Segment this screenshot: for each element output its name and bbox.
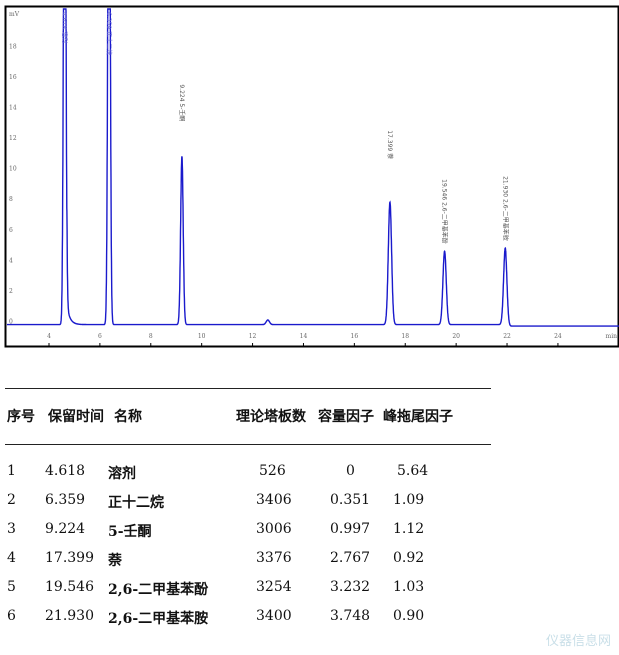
header-retention-time: 保留时间 — [48, 409, 104, 425]
row-retention-time: 19.546 — [45, 579, 94, 595]
peak-label: 6.359 正十二烷 — [105, 12, 113, 55]
peak-label: 19.546 2,6-二甲基苯酚 — [441, 179, 449, 244]
row-tailing-factor: 0.92 — [393, 550, 425, 566]
row-index: 3 — [7, 521, 16, 537]
row-plates: 3406 — [256, 492, 292, 508]
row-retention-time: 21.930 — [45, 608, 94, 624]
row-capacity-factor: 0.351 — [330, 492, 371, 508]
table-top-rule — [5, 388, 491, 389]
row-plates: 526 — [259, 463, 286, 479]
row-name: 溶剂 — [108, 466, 136, 482]
row-index: 1 — [7, 463, 16, 479]
row-plates: 3376 — [256, 550, 292, 566]
x-axis-label: min — [606, 333, 618, 340]
row-retention-time: 9.224 — [45, 521, 86, 537]
x-tick-label: 14 — [300, 333, 308, 340]
row-name: 正十二烷 — [108, 495, 164, 511]
y-tick-label: 4 — [9, 257, 13, 264]
y-axis-label: mV — [9, 11, 20, 18]
row-capacity-factor: 0 — [346, 463, 355, 479]
x-tick-label: 10 — [198, 333, 206, 340]
row-plates: 3254 — [256, 579, 292, 595]
x-tick-label: 16 — [351, 333, 359, 340]
watermark-logo: 仪器信息网 — [545, 634, 611, 649]
header-index: 序号 — [7, 409, 35, 425]
row-retention-time: 17.399 — [45, 550, 94, 566]
peak-label: 9.224 5-壬酮 — [178, 84, 186, 121]
row-index: 2 — [7, 492, 16, 508]
header-plates: 理论塔板数 — [236, 409, 306, 425]
row-name: 5-壬酮 — [108, 524, 152, 540]
row-retention-time: 6.359 — [45, 492, 86, 508]
x-tick-label: 8 — [149, 333, 153, 340]
peak-label: 17.399 萘 — [386, 130, 394, 159]
row-tailing-factor: 1.09 — [393, 492, 425, 508]
row-tailing-factor: 1.12 — [393, 521, 425, 537]
chromatogram-trace — [7, 8, 619, 327]
row-index: 5 — [7, 579, 16, 595]
y-tick-label: 0 — [9, 319, 13, 326]
header-capacity-factor: 容量因子 — [318, 409, 374, 425]
y-tick-label: 2 — [9, 288, 13, 295]
row-capacity-factor: 2.767 — [330, 550, 371, 566]
x-tick-label: 6 — [98, 333, 102, 340]
header-tailing-factor: 峰拖尾因子 — [383, 409, 453, 425]
x-tick-label: 24 — [554, 333, 562, 340]
table-header-rule — [5, 444, 491, 445]
x-tick-label: 22 — [503, 333, 511, 340]
row-index: 6 — [7, 608, 16, 624]
row-capacity-factor: 3.232 — [330, 579, 371, 595]
row-name: 2,6-二甲基苯胺 — [108, 611, 209, 627]
y-tick-label: 14 — [9, 104, 17, 111]
row-retention-time: 4.618 — [45, 463, 86, 479]
y-tick-label: 18 — [9, 43, 17, 50]
row-tailing-factor: 1.03 — [393, 579, 425, 595]
y-tick-label: 8 — [9, 196, 13, 203]
row-index: 4 — [7, 550, 16, 566]
row-tailing-factor: 5.64 — [397, 463, 429, 479]
row-tailing-factor: 0.90 — [393, 608, 425, 624]
row-plates: 3400 — [256, 608, 292, 624]
row-capacity-factor: 0.997 — [330, 521, 371, 537]
x-tick-label: 4 — [47, 333, 51, 340]
row-name: 萘 — [108, 553, 122, 569]
x-tick-label: 12 — [249, 333, 257, 340]
row-name: 2,6-二甲基苯酚 — [108, 582, 209, 598]
row-plates: 3006 — [256, 521, 292, 537]
y-tick-label: 10 — [9, 166, 17, 173]
header-name: 名称 — [114, 409, 142, 425]
y-tick-label: 6 — [9, 227, 13, 234]
y-tick-label: 12 — [9, 135, 17, 142]
x-tick-label: 20 — [452, 333, 460, 340]
x-tick-label: 18 — [401, 333, 409, 340]
peak-label: 21.930 2,6-二甲基苯胺 — [501, 176, 509, 241]
peak-label: 4.618 溶剂 — [61, 12, 69, 43]
row-capacity-factor: 3.748 — [330, 608, 371, 624]
y-tick-label: 16 — [9, 74, 17, 81]
